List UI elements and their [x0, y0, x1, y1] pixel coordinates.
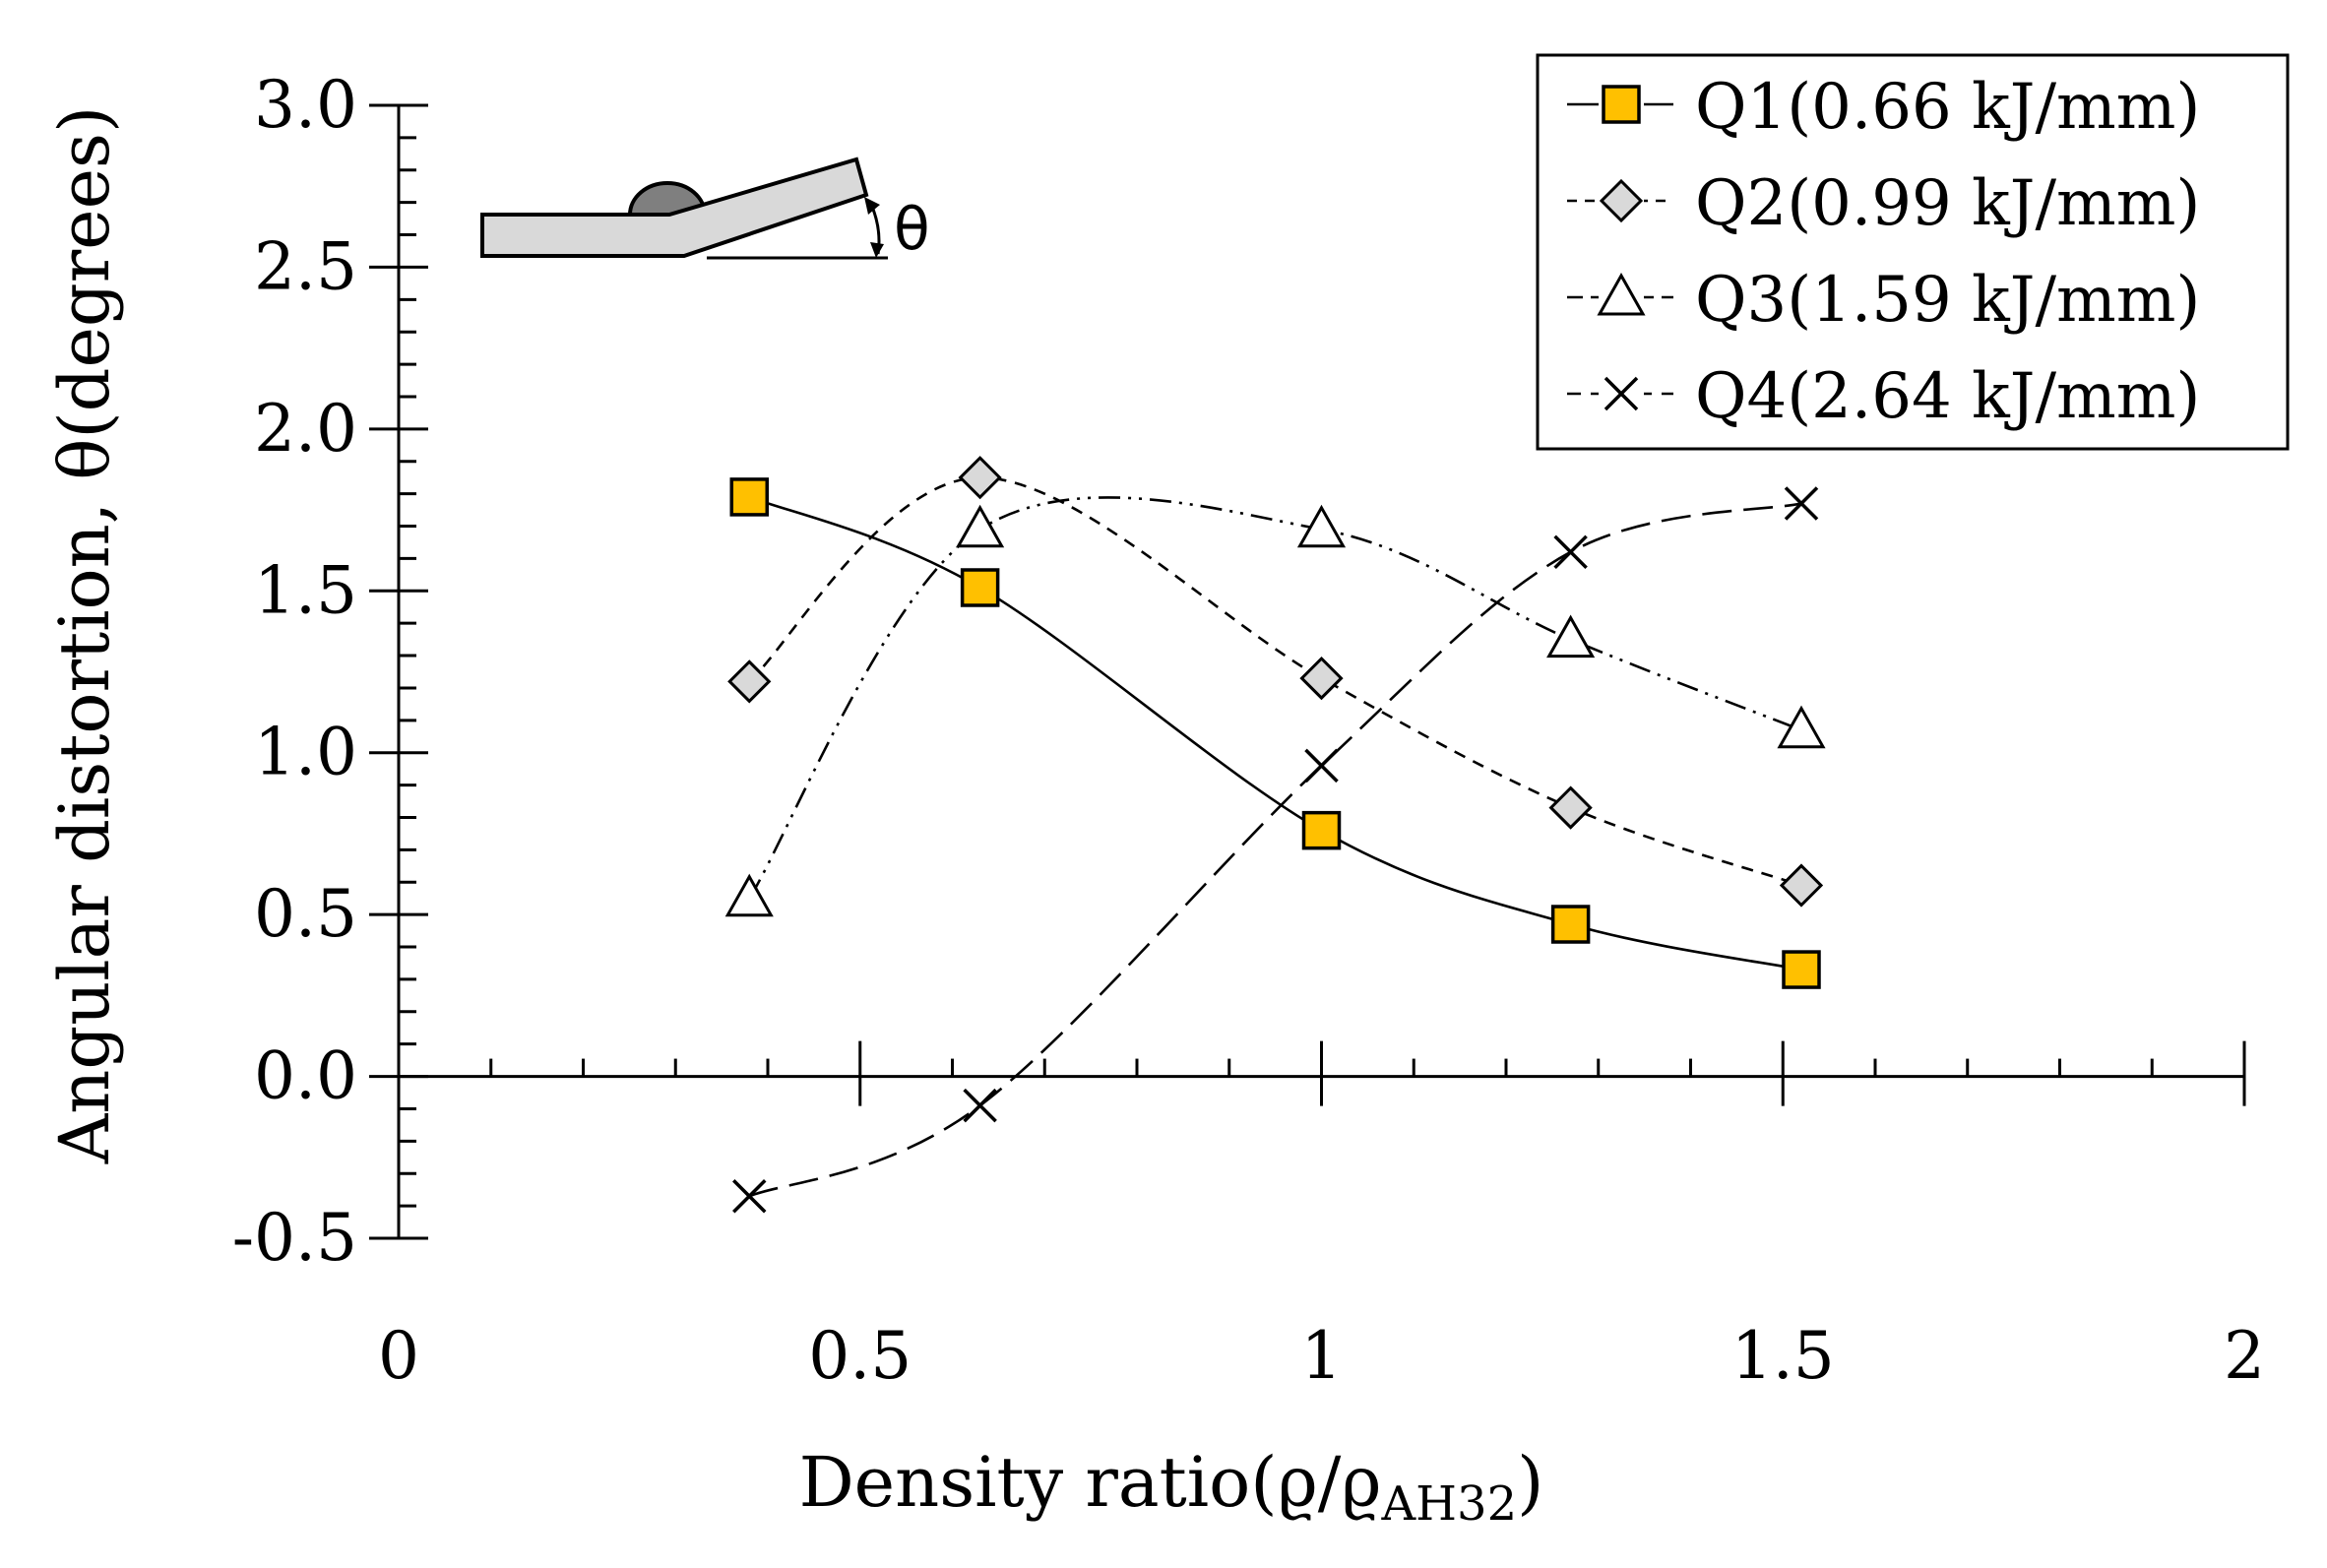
x-tick-label: 1: [1301, 1318, 1343, 1394]
data-point-q3: [1546, 614, 1596, 659]
legend-box: [1536, 53, 2290, 451]
data-point-q2: [727, 659, 772, 704]
series-line-q2: [748, 475, 1802, 887]
distortion-inset-diagram: θ: [480, 157, 930, 264]
data-point-q1: [960, 568, 1000, 607]
data-point-q4: [1553, 534, 1588, 570]
data-point-q4: [732, 1179, 767, 1214]
data-point-q2: [1548, 785, 1593, 830]
data-point-q2: [958, 456, 1002, 500]
x-tick-label: 0.5: [808, 1318, 912, 1394]
legend-label-q1: Q1(0.66 kJ/mm): [1695, 71, 2200, 144]
data-point-q2: [1779, 863, 1824, 908]
data-point-q3: [1777, 705, 1826, 749]
legend-label-q4: Q4(2.64 kJ/mm): [1695, 360, 2200, 433]
data-point-q3: [724, 873, 774, 917]
x-tick-label: 2: [2224, 1318, 2265, 1394]
legend-marker-q2: [1599, 178, 1644, 223]
legend-label-q2: Q2(0.99 kJ/mm): [1695, 167, 2200, 240]
series-line-q1: [748, 495, 1802, 972]
data-point-q1: [729, 477, 769, 517]
y-axis-title: Angular distortion, θ(degrees): [44, 106, 125, 1165]
series-line-q3: [748, 496, 1802, 900]
series-line-q4: [748, 502, 1802, 1198]
legend-marker-q1: [1602, 85, 1641, 124]
y-tick-label: -0.5: [232, 1200, 357, 1276]
arrow-head-bottom-icon: [870, 242, 884, 258]
y-tick-label: 0.5: [254, 876, 357, 952]
data-point-q4: [1784, 486, 1819, 521]
y-tick-label: 0.0: [254, 1038, 357, 1114]
legend-marker-q3: [1597, 272, 1646, 316]
y-tick-label: 2.0: [254, 391, 357, 467]
data-point-q1: [1782, 950, 1821, 989]
data-point-q1: [1301, 810, 1342, 850]
distorted-plate-icon: [480, 157, 869, 258]
series-markers: [724, 456, 1826, 1214]
x-axis-title-close: ): [1517, 1442, 1543, 1523]
x-axis-title-subscript: AH32: [1381, 1476, 1518, 1532]
x-axis-title: Density ratio(ϱ/ϱAH32): [799, 1442, 1544, 1532]
arrow-head-top-icon: [864, 197, 880, 215]
data-point-q2: [1299, 656, 1344, 701]
y-tick-label: 2.5: [254, 228, 357, 304]
legend-marker-q4: [1604, 376, 1639, 411]
y-tick-label: 1.5: [254, 552, 357, 628]
y-tick-label: 1.0: [254, 715, 357, 790]
data-point-q3: [956, 504, 1005, 548]
x-tick-label: 0: [378, 1318, 419, 1394]
data-point-q4: [963, 1088, 997, 1123]
data-point-q1: [1550, 905, 1591, 944]
data-point-q4: [1304, 748, 1339, 784]
series-lines: [748, 475, 1802, 1198]
data-point-q3: [1296, 504, 1347, 548]
theta-label: θ: [894, 195, 930, 264]
legend-label-q3: Q3(1.59 kJ/mm): [1695, 264, 2200, 337]
axes: -0.5 0.0 0.5 1.0 1.5 2.0 2.5 3.0 0 0.5 1 1.5 2: [232, 67, 2265, 1394]
x-tick-label: 1.5: [1731, 1318, 1835, 1394]
x-axis-title-main: Density ratio(ϱ/ϱ: [799, 1442, 1382, 1523]
legend: Q1(0.66 kJ/mm) Q2(0.99 kJ/mm) Q3(1.59 kJ…: [1536, 53, 2290, 451]
legend-items: [1567, 79, 1673, 419]
y-tick-label: 3.0: [254, 67, 357, 143]
